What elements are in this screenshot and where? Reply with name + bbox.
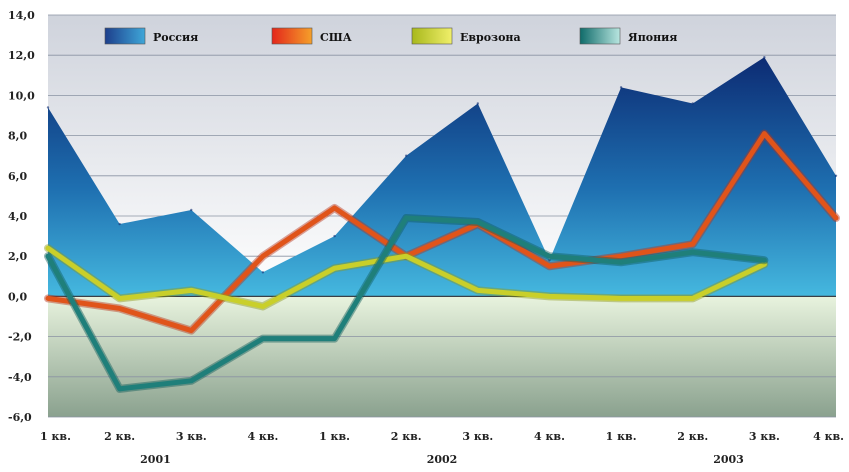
- data-point-japan: [691, 250, 695, 254]
- data-point-russia: [548, 259, 551, 262]
- year-label: 2003: [713, 453, 744, 466]
- legend-item-russia: Россия: [104, 27, 198, 45]
- legend-item-japan: Япония: [579, 27, 677, 45]
- y-tick-label: -6,0: [8, 411, 32, 424]
- x-tick-label: 1 кв.: [319, 430, 350, 443]
- x-tick-label: 2 кв.: [104, 430, 135, 443]
- data-point-japan: [46, 254, 50, 258]
- data-point-eurozone: [404, 254, 408, 258]
- lines-layer: [44, 129, 840, 393]
- data-point-japan: [118, 387, 122, 391]
- legend-swatch: [579, 27, 621, 45]
- y-tick-label: 12,0: [8, 49, 35, 62]
- data-point-japan: [261, 337, 265, 341]
- x-tick-label: 3 кв.: [176, 430, 207, 443]
- year-label: 2002: [427, 453, 458, 466]
- area-layer: [46, 56, 838, 297]
- x-tick-label: 4 кв.: [813, 430, 844, 443]
- legend-swatch: [104, 27, 146, 45]
- legend: Россия США Еврозона Япония: [104, 27, 677, 45]
- x-tick-label: 3 кв.: [462, 430, 493, 443]
- y-tick-label: 6,0: [8, 170, 27, 183]
- legend-label: Япония: [628, 31, 677, 44]
- data-point-usa: [189, 329, 193, 333]
- plot-background-negative: [48, 296, 836, 417]
- x-tick-label: 2 кв.: [391, 430, 422, 443]
- data-point-eurozone: [547, 294, 551, 298]
- data-point-japan: [476, 220, 480, 224]
- data-point-usa: [118, 306, 122, 310]
- y-tick-label: 14,0: [8, 9, 35, 22]
- data-point-russia: [118, 222, 121, 226]
- data-point-russia: [190, 208, 193, 212]
- data-point-russia: [476, 102, 480, 105]
- data-point-usa: [46, 296, 50, 300]
- data-point-russia: [691, 102, 694, 105]
- data-point-usa: [547, 264, 551, 268]
- data-point-usa: [619, 254, 623, 258]
- data-point-eurozone: [189, 288, 193, 292]
- x-tick-label: 4 кв.: [247, 430, 278, 443]
- data-point-russia: [261, 271, 265, 274]
- legend-swatch: [411, 27, 453, 45]
- y-tick-label: -4,0: [8, 371, 32, 384]
- data-point-japan: [762, 258, 766, 262]
- data-point-usa: [333, 206, 337, 210]
- legend-label: США: [320, 31, 352, 44]
- x-tick-label: 1 кв.: [40, 430, 71, 443]
- x-tick-label: 4 кв.: [534, 430, 565, 443]
- legend-item-eurozone: Еврозона: [411, 27, 521, 45]
- data-point-russia: [46, 106, 50, 109]
- legend-item-usa: США: [271, 27, 352, 45]
- data-point-usa: [261, 254, 265, 258]
- x-axis: 1 кв. 2 кв. 3 кв. 4 кв. 1 кв. 2 кв. 3 кв. 4 кв.…: [40, 430, 844, 466]
- data-point-usa: [762, 132, 766, 136]
- data-point-russia: [404, 154, 408, 157]
- data-point-usa: [691, 242, 695, 246]
- y-tick-label: 10,0: [8, 89, 35, 102]
- legend-label: Россия: [153, 31, 198, 44]
- y-axis: -6,0 -4,0 -2,0 0,0 2,0 4,0 6,0 8,0 10,0 12,0 14,0: [8, 9, 35, 424]
- data-point-japan: [404, 216, 408, 220]
- y-tick-label: 4,0: [8, 210, 27, 223]
- y-tick-label: 8,0: [8, 130, 27, 143]
- data-point-eurozone: [46, 246, 50, 250]
- y-tick-label: 0,0: [8, 290, 27, 303]
- legend-label: Еврозона: [460, 31, 521, 44]
- data-point-japan: [619, 260, 623, 264]
- x-tick-label: 3 кв.: [749, 430, 780, 443]
- x-tick-label: 2 кв.: [677, 430, 708, 443]
- data-point-russia: [834, 174, 838, 177]
- y-tick-label: 2,0: [8, 250, 27, 263]
- y-tick-label: -2,0: [8, 331, 32, 344]
- x-tick-label: 1 кв.: [606, 430, 637, 443]
- legend-swatch: [271, 27, 313, 45]
- year-label: 2001: [140, 453, 171, 466]
- data-point-eurozone: [118, 296, 122, 300]
- data-point-russia: [763, 56, 766, 59]
- data-point-eurozone: [691, 296, 695, 300]
- series-area-russia: [48, 57, 836, 297]
- data-point-eurozone: [261, 304, 265, 308]
- series-line-usa: [45, 131, 839, 334]
- data-point-usa: [834, 216, 838, 220]
- data-point-japan: [547, 254, 551, 258]
- data-point-eurozone: [619, 296, 623, 300]
- data-point-eurozone: [476, 288, 480, 292]
- data-point-eurozone: [333, 266, 337, 270]
- data-point-japan: [333, 337, 337, 341]
- data-point-russia: [619, 86, 623, 89]
- data-point-russia: [333, 234, 336, 238]
- data-point-eurozone: [762, 262, 766, 266]
- data-point-japan: [189, 379, 193, 383]
